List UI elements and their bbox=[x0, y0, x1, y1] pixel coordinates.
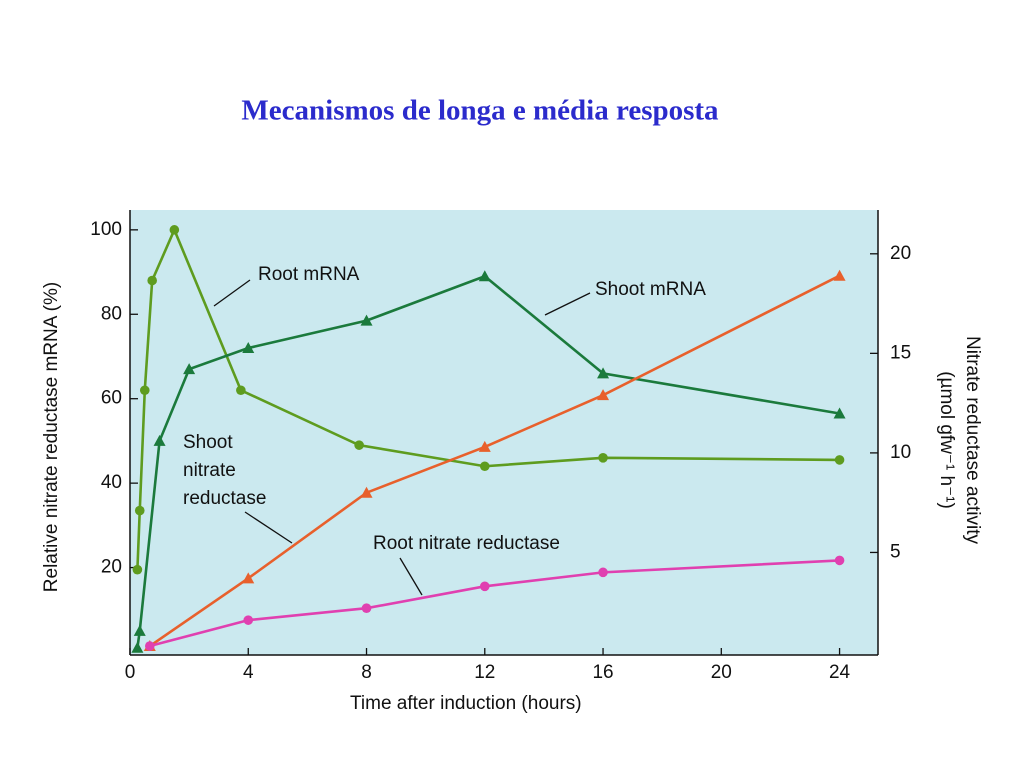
x-tick-label: 12 bbox=[474, 662, 495, 683]
data-point bbox=[243, 615, 254, 625]
leader-lines bbox=[213, 279, 591, 596]
x-tick-label: 8 bbox=[361, 662, 372, 683]
series-line bbox=[149, 559, 840, 648]
data-point bbox=[598, 453, 608, 463]
data-point bbox=[354, 440, 364, 450]
x-tick-label: 20 bbox=[711, 662, 732, 683]
series-label: Root nitrate reductase bbox=[373, 533, 560, 554]
data-point bbox=[833, 407, 846, 419]
data-point bbox=[242, 572, 255, 584]
data-point bbox=[153, 434, 166, 446]
data-point bbox=[834, 455, 845, 465]
y2-tick-label: 5 bbox=[890, 541, 901, 562]
x-tick-label: 4 bbox=[243, 662, 254, 683]
data-point bbox=[598, 567, 608, 578]
data-point bbox=[169, 225, 180, 235]
data-point bbox=[133, 624, 146, 636]
y2-axis-label: (µmol gfw⁻¹ h⁻¹) bbox=[936, 371, 957, 509]
y2-axis-label: Nitrate reductase activity bbox=[962, 336, 983, 545]
data-point bbox=[134, 505, 145, 516]
data-point bbox=[360, 314, 373, 326]
y-tick-label: 20 bbox=[101, 557, 122, 578]
y-tick-label: 60 bbox=[101, 388, 122, 409]
data-point bbox=[597, 367, 610, 379]
leader-line bbox=[544, 292, 591, 316]
leader-line bbox=[213, 279, 251, 307]
x-tick-label: 0 bbox=[125, 662, 136, 683]
data-point bbox=[361, 603, 372, 613]
y-tick-label: 100 bbox=[90, 219, 122, 240]
data-point bbox=[834, 555, 845, 566]
x-axis-label: Time after induction (hours) bbox=[350, 693, 582, 714]
x-tick-label: 16 bbox=[592, 662, 613, 683]
series-line bbox=[149, 274, 841, 648]
series-line bbox=[136, 226, 840, 570]
data-point bbox=[833, 269, 846, 281]
x-tick-label: 24 bbox=[829, 662, 851, 683]
data-point bbox=[132, 564, 143, 575]
y2-tick-label: 15 bbox=[890, 342, 911, 363]
data-point bbox=[236, 385, 246, 396]
slide-title: Mecanismos de longa e média resposta bbox=[241, 95, 719, 127]
data-point bbox=[479, 581, 490, 592]
data-point bbox=[479, 461, 490, 472]
data-point bbox=[597, 389, 610, 401]
y-axis-label: Relative nitrate reductase mRNA (%) bbox=[41, 282, 62, 592]
y-tick-label: 40 bbox=[101, 472, 122, 493]
data-point bbox=[131, 641, 144, 653]
data-point bbox=[147, 275, 157, 286]
data-point bbox=[139, 385, 150, 396]
y-tick-label: 80 bbox=[101, 303, 122, 324]
data-point bbox=[478, 440, 491, 452]
y2-tick-label: 20 bbox=[890, 243, 911, 264]
data-point bbox=[145, 641, 155, 651]
leader-line bbox=[244, 511, 293, 544]
data-point bbox=[242, 342, 255, 354]
y2-tick-label: 10 bbox=[890, 442, 911, 463]
series-label: Shoot nitrate reductase bbox=[183, 432, 266, 509]
data-point bbox=[360, 486, 373, 498]
series-label: Root mRNA bbox=[258, 264, 360, 285]
series-label: Shoot mRNA bbox=[595, 279, 706, 300]
data-point bbox=[183, 363, 196, 375]
data-point bbox=[478, 270, 491, 282]
plot-area bbox=[130, 210, 878, 655]
leader-line bbox=[399, 557, 423, 596]
